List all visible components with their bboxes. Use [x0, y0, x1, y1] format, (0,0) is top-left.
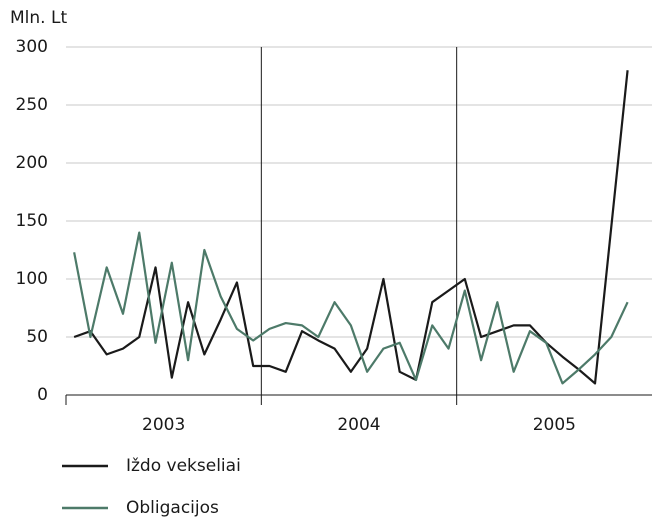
- y-axis-label: Mln. Lt: [10, 8, 67, 28]
- x-group-label: 2005: [533, 415, 576, 435]
- y-tick-label: 200: [16, 153, 48, 173]
- x-group-label: 2003: [142, 415, 185, 435]
- y-tick-label: 250: [16, 95, 48, 115]
- series-line: [73, 231, 629, 385]
- legend-label: Iždo vekseliai: [126, 456, 241, 476]
- y-tick-label: 150: [16, 211, 48, 231]
- x-group-label: 2004: [337, 415, 380, 435]
- y-tick-label: 100: [16, 269, 48, 289]
- y-tick-label: 0: [37, 385, 48, 405]
- y-tick-label: 300: [16, 37, 48, 57]
- y-tick-label: 50: [26, 327, 48, 347]
- legend-label: Obligacijos: [126, 498, 219, 518]
- series-line: [73, 70, 629, 385]
